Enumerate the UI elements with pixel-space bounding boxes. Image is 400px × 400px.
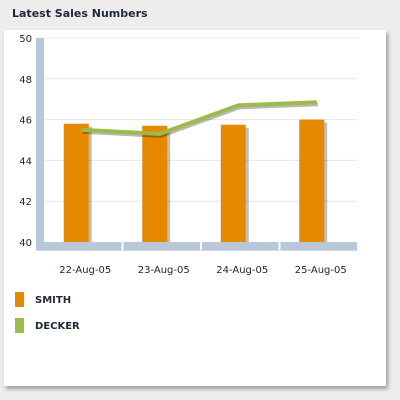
y-tick-label: 42 xyxy=(19,197,32,208)
line-decker xyxy=(81,100,317,136)
x-axis-segment xyxy=(36,242,122,250)
x-tick-label: 25-Aug-05 xyxy=(295,265,347,276)
y-tick-label: 50 xyxy=(19,34,32,45)
bar-smith xyxy=(63,123,89,242)
x-axis-segment xyxy=(280,242,357,250)
x-axis-segment xyxy=(202,242,279,250)
y-tick-label: 44 xyxy=(19,156,32,167)
legend-swatch-decker xyxy=(15,318,24,333)
x-tick-label: 23-Aug-05 xyxy=(138,265,190,276)
bar-smith xyxy=(299,119,325,242)
y-tick-label: 48 xyxy=(19,75,32,86)
legend-label-decker: DECKER xyxy=(35,321,80,332)
x-axis-segment xyxy=(123,242,200,250)
x-tick-label: 24-Aug-05 xyxy=(216,265,268,276)
y-tick-label: 40 xyxy=(19,238,32,249)
bar-smith xyxy=(142,125,168,242)
x-tick-label: 22-Aug-05 xyxy=(59,265,111,276)
chart-title: Latest Sales Numbers xyxy=(12,7,148,20)
y-axis xyxy=(36,38,44,250)
legend-label-smith: SMITH xyxy=(35,295,71,306)
x-axis-baseline xyxy=(36,250,358,251)
legend-swatch-smith xyxy=(15,292,24,307)
bar-smith xyxy=(220,124,246,242)
y-tick-label: 46 xyxy=(19,116,32,127)
